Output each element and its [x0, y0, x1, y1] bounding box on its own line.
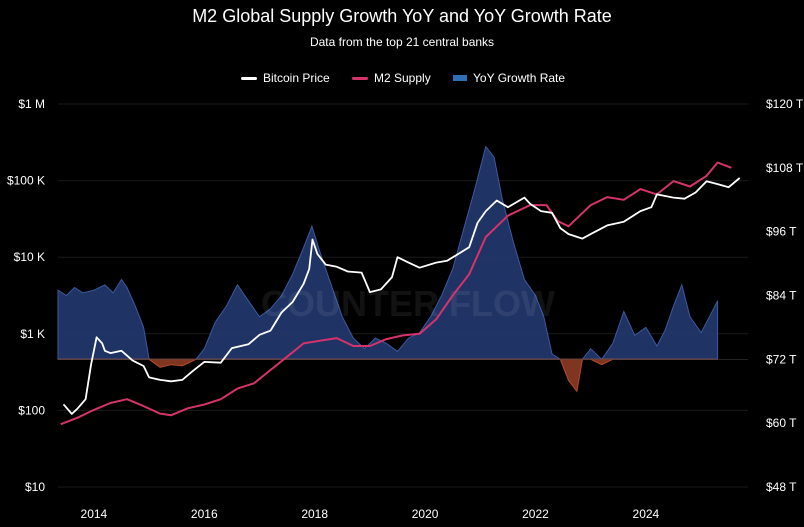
m2-supply-swatch: [352, 76, 368, 80]
chart-title: M2 Global Supply Growth YoY and YoY Grow…: [192, 6, 612, 26]
legend-label-yoy-growth-rate: YoY Growth Rate: [473, 71, 566, 85]
watermark-text: COUNTER FLOW: [261, 283, 555, 324]
m2-supply-line: [60, 161, 732, 426]
right-axis-tick-label: $120 T: [766, 97, 804, 111]
left-axis-tick-label: $1 M: [18, 97, 45, 111]
right-axis-tick-label: $48 T: [766, 480, 797, 494]
yoy-growth-rate-swatch: [453, 75, 467, 81]
bitcoin-price-line: [62, 177, 741, 415]
x-axis-tick-label: 2014: [81, 507, 108, 521]
x-axis-tick-label: 2020: [412, 507, 439, 521]
legend-item-m2-supply[interactable]: M2 Supply: [352, 71, 431, 85]
x-axis-tick-label: 2024: [633, 507, 660, 521]
right-axis-tick-label: $84 T: [766, 289, 797, 303]
right-axis-tick-label: $72 T: [766, 352, 797, 366]
chart-subtitle: Data from the top 21 central banks: [309, 35, 495, 49]
yoy-growth-positive-area: [57, 145, 719, 361]
legend-label-bitcoin-price: Bitcoin Price: [263, 71, 330, 85]
left-axis-tick-label: $100 K: [7, 174, 45, 188]
x-axis-tick-label: 2022: [522, 507, 549, 521]
left-axis-tick-label: $100: [18, 403, 45, 417]
right-axis-tick-label: $108 T: [766, 161, 804, 175]
left-axis-tick-label: $1 K: [20, 327, 45, 341]
legend-item-bitcoin-price[interactable]: Bitcoin Price: [241, 71, 330, 85]
x-axis-tick-label: 2018: [301, 507, 328, 521]
yoy-growth-negative-area: [58, 358, 718, 393]
x-axis-tick-label: 2016: [191, 507, 218, 521]
bitcoin-price-swatch: [241, 76, 257, 80]
legend-label-m2-supply: M2 Supply: [374, 71, 431, 85]
right-axis-tick-label: $96 T: [766, 225, 797, 239]
left-axis-tick-label: $10: [25, 480, 45, 494]
left-axis-tick-label: $10 K: [14, 250, 45, 264]
legend-item-yoy-growth-rate[interactable]: YoY Growth Rate: [453, 71, 565, 85]
right-axis-tick-label: $60 T: [766, 416, 797, 430]
